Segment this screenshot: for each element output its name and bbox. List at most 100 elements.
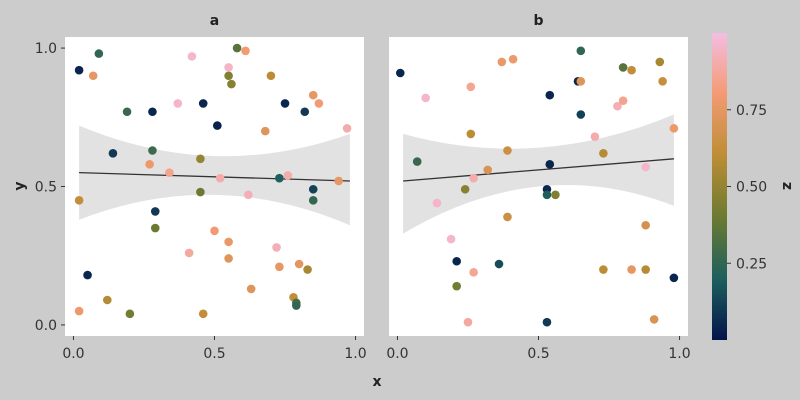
scatter-point bbox=[184, 248, 194, 258]
x-tick-label: 0.5 bbox=[203, 346, 225, 362]
scatter-point bbox=[275, 262, 284, 272]
scatter-point bbox=[224, 71, 233, 81]
colorbar-tick-label: 0.25 bbox=[736, 256, 767, 272]
scatter-point bbox=[599, 265, 608, 274]
scatter-point bbox=[232, 43, 242, 53]
scatter-point bbox=[74, 306, 84, 316]
scatter-point bbox=[272, 243, 281, 252]
trend-line bbox=[79, 172, 350, 182]
x-tick-label: 0.5 bbox=[527, 346, 549, 362]
scatter-point bbox=[308, 90, 318, 100]
scatter-point bbox=[460, 184, 470, 194]
scatter-point bbox=[300, 107, 310, 117]
scatter-point bbox=[74, 196, 84, 205]
y-tick-label: 0.5 bbox=[35, 180, 57, 196]
scatter-point bbox=[103, 295, 112, 305]
colorbar-tick-label: 0.75 bbox=[736, 103, 767, 119]
scatter-point bbox=[641, 220, 650, 230]
scatter-point bbox=[599, 148, 608, 158]
scatter-point bbox=[576, 46, 586, 56]
scatter-point bbox=[342, 124, 352, 133]
scatter-point bbox=[641, 265, 650, 274]
scatter-point bbox=[227, 79, 236, 89]
scatter-point bbox=[669, 273, 679, 283]
scatter-point bbox=[503, 212, 512, 222]
scatter-point bbox=[266, 71, 276, 81]
scatter-point bbox=[88, 71, 98, 81]
scatter-point bbox=[314, 99, 324, 108]
scatter-point bbox=[641, 162, 650, 172]
scatter-point bbox=[125, 309, 135, 319]
scatter-point bbox=[246, 284, 256, 294]
scatter-point bbox=[613, 101, 622, 111]
x-tick-label: 0.0 bbox=[62, 346, 84, 362]
scatter-point bbox=[241, 46, 250, 56]
scatter-point bbox=[213, 121, 222, 130]
scatter-point bbox=[466, 129, 476, 139]
scatter-point bbox=[542, 317, 552, 327]
scatter-point bbox=[94, 49, 104, 58]
scatter-point bbox=[308, 184, 318, 194]
y-tick-label: 1.0 bbox=[35, 41, 57, 57]
panel-a: a 0.0 0.5 1.0 0.0 0.5 1.0 bbox=[35, 13, 367, 362]
scatter-point bbox=[294, 259, 304, 269]
scatter-point bbox=[658, 76, 667, 86]
scatter-point bbox=[198, 99, 208, 108]
scatter-point bbox=[627, 65, 636, 75]
scatter-point bbox=[452, 281, 461, 291]
scatter-point bbox=[224, 254, 233, 263]
scatter-point bbox=[446, 234, 456, 244]
scatter-point bbox=[618, 96, 628, 105]
scatter-point bbox=[108, 148, 118, 158]
x-tick-label: 0.0 bbox=[386, 346, 408, 362]
scatter-point bbox=[122, 107, 132, 117]
colorbar: 0.25 0.50 0.75 z bbox=[712, 33, 795, 340]
panel-title: b bbox=[533, 13, 543, 29]
scatter-point bbox=[196, 154, 205, 164]
scatter-point bbox=[432, 198, 442, 208]
x-tick-label: 1.0 bbox=[668, 346, 690, 362]
scatter-point bbox=[260, 126, 270, 136]
colorbar-gradient bbox=[712, 33, 727, 340]
scatter-point bbox=[74, 65, 84, 75]
scatter-point bbox=[497, 57, 507, 67]
scatter-point bbox=[173, 99, 183, 108]
scatter-point bbox=[275, 173, 284, 183]
scatter-point bbox=[421, 93, 430, 103]
y-axis-title: y bbox=[12, 181, 28, 190]
x-axis-title: x bbox=[372, 374, 381, 390]
scatter-point bbox=[655, 57, 665, 67]
scatter-point bbox=[224, 63, 233, 72]
scatter-point bbox=[308, 196, 318, 205]
scatter-point bbox=[669, 124, 679, 133]
scatter-point bbox=[395, 68, 405, 78]
trend-line bbox=[403, 158, 674, 182]
scatter-point bbox=[551, 190, 560, 200]
scatter-point bbox=[627, 265, 636, 274]
scatter-point bbox=[649, 315, 659, 324]
scatter-point bbox=[576, 76, 586, 86]
scatter-point bbox=[145, 160, 154, 169]
scatter-point bbox=[244, 190, 253, 200]
scatter-point bbox=[576, 110, 586, 119]
x-tick-label: 1.0 bbox=[344, 346, 366, 362]
scatter-point bbox=[165, 168, 174, 177]
scatter-point bbox=[215, 173, 225, 183]
scatter-point bbox=[187, 52, 197, 61]
panel-b: b 0.0 0.5 1.0 bbox=[386, 13, 690, 362]
confidence-band bbox=[403, 114, 674, 234]
scatter-point bbox=[150, 223, 160, 233]
scatter-point bbox=[280, 99, 290, 108]
scatter-point bbox=[198, 309, 208, 319]
scatter-point bbox=[452, 256, 461, 266]
scatter-point bbox=[196, 187, 205, 197]
scatter-point bbox=[469, 268, 478, 277]
scatter-point bbox=[483, 165, 493, 175]
scatter-point bbox=[303, 265, 312, 274]
scatter-point bbox=[503, 146, 512, 155]
scatter-point bbox=[545, 160, 555, 169]
colorbar-tick-label: 0.50 bbox=[736, 180, 767, 196]
y-tick-label: 0.0 bbox=[35, 318, 57, 334]
scatter-point bbox=[224, 237, 233, 247]
